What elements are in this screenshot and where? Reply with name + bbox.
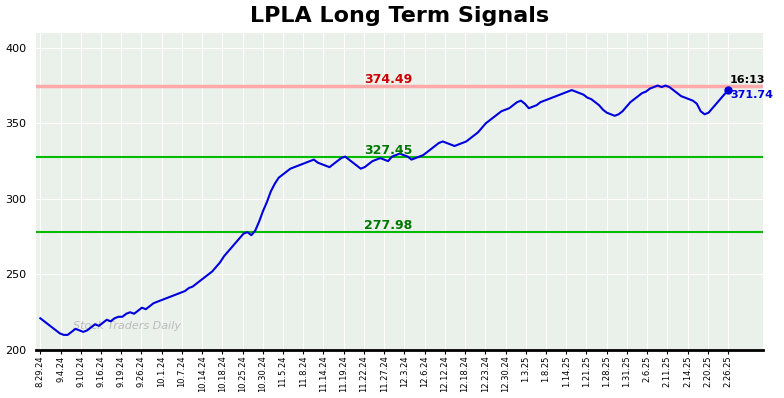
Text: 16:13: 16:13 xyxy=(730,75,765,85)
Text: 371.74: 371.74 xyxy=(730,90,773,100)
Text: 374.49: 374.49 xyxy=(364,73,412,86)
Text: Stock Traders Daily: Stock Traders Daily xyxy=(73,321,181,331)
Text: 327.45: 327.45 xyxy=(364,144,412,157)
Title: LPLA Long Term Signals: LPLA Long Term Signals xyxy=(250,6,550,25)
Text: 277.98: 277.98 xyxy=(364,219,412,232)
